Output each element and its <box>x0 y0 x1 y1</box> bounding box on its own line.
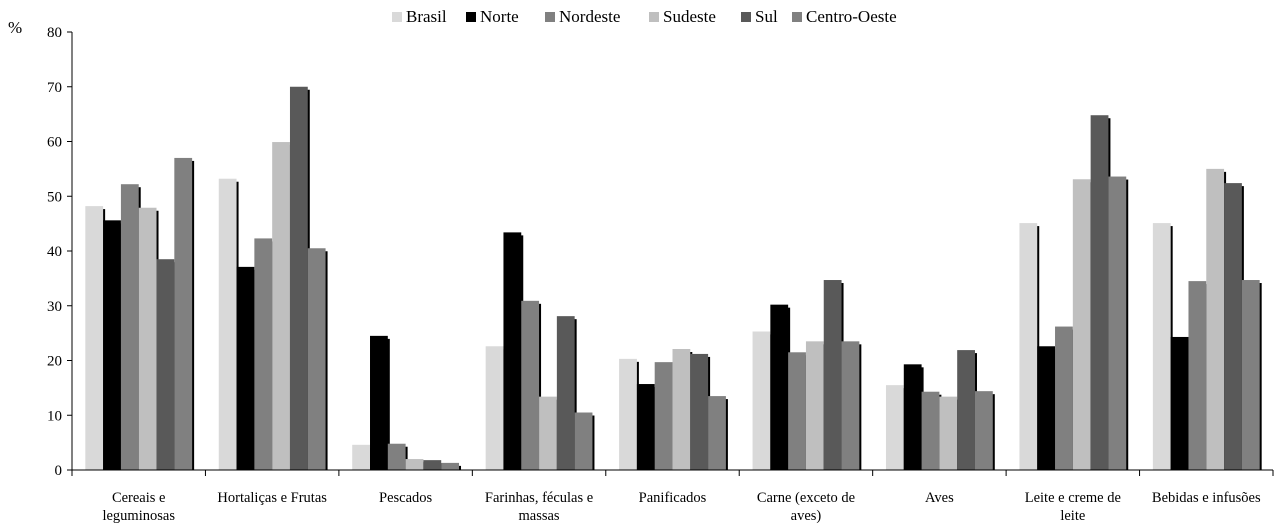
bar-sudeste-8 <box>1206 168 1225 470</box>
bar-nordeste-7 <box>1055 326 1073 470</box>
legend-swatch <box>792 12 802 22</box>
bar-sul-4 <box>690 353 709 470</box>
bar-norte-5 <box>770 304 789 470</box>
bar-nordeste-6 <box>921 391 940 470</box>
y-axis-unit: % <box>8 18 22 37</box>
bar-centro-oeste-7 <box>1108 176 1127 471</box>
y-tick-label: 0 <box>55 463 63 479</box>
bar-sul-7 <box>1090 115 1109 470</box>
legend-swatch <box>649 12 659 22</box>
bar-norte-0 <box>103 220 121 470</box>
legend-label: Centro-Oeste <box>806 7 897 26</box>
bar-nordeste-0 <box>120 184 139 470</box>
y-tick-label: 40 <box>47 244 62 260</box>
bar-nordeste-5 <box>788 352 806 470</box>
bar-nordeste-4 <box>654 362 673 470</box>
bar-sudeste-0 <box>138 207 157 470</box>
bar-brasil-6 <box>885 385 904 470</box>
bar-sudeste-1 <box>272 142 290 471</box>
chart-legend: Brasil Norte Nordeste Sudeste Sul Centro-Oest… <box>392 7 897 26</box>
legend-label: Sul <box>755 7 778 26</box>
bar-brasil-3 <box>485 346 504 470</box>
legend-swatch <box>741 12 751 22</box>
bar-norte-2 <box>370 335 388 470</box>
axes <box>71 32 1274 476</box>
bar-centro-oeste-8 <box>1241 280 1260 470</box>
category-label: Panificados <box>639 490 707 506</box>
bar-nordeste-3 <box>521 300 540 470</box>
bar-sudeste-2 <box>405 459 424 470</box>
bar-centro-oeste-1 <box>307 248 326 470</box>
legend-label: Sudeste <box>663 7 716 26</box>
category-label: leguminosas <box>102 508 175 524</box>
legend-swatch <box>545 12 555 22</box>
y-tick-label: 80 <box>47 25 62 41</box>
bar-sul-1 <box>289 86 308 470</box>
category-label: Aves <box>925 490 954 506</box>
bar-sudeste-7 <box>1072 179 1091 470</box>
category-label: aves) <box>791 508 822 524</box>
bar-brasil-7 <box>1019 223 1038 470</box>
category-label: Farinhas, féculas e <box>485 490 593 506</box>
category-label: Pescados <box>379 490 433 506</box>
bar-brasil-4 <box>619 358 637 470</box>
bar-norte-6 <box>903 364 922 470</box>
legend-swatch <box>392 12 402 22</box>
bar-norte-3 <box>503 232 522 470</box>
bar-centro-oeste-0 <box>174 157 193 471</box>
bar-brasil-5 <box>752 331 771 470</box>
bar-brasil-8 <box>1152 223 1171 470</box>
bar-norte-8 <box>1170 336 1189 470</box>
y-tick-label: 60 <box>47 135 62 151</box>
category-label: Cereais e <box>112 490 166 506</box>
bar-centro-oeste-2 <box>441 462 460 470</box>
bar-norte-7 <box>1037 346 1056 470</box>
bar-centro-oeste-3 <box>574 412 593 470</box>
category-label: Bebidas e infusões <box>1152 490 1261 506</box>
bar-sul-3 <box>556 316 575 470</box>
bar-brasil-2 <box>352 444 371 470</box>
bar-brasil-1 <box>218 178 237 471</box>
bar-sul-5 <box>823 280 842 470</box>
bar-sul-6 <box>957 350 975 470</box>
y-tick-label: 50 <box>47 189 62 205</box>
bar-centro-oeste-5 <box>841 341 860 470</box>
legend-label: Norte <box>480 7 519 26</box>
bar-norte-1 <box>236 266 255 470</box>
bar-brasil-0 <box>85 206 104 471</box>
legend-label: Nordeste <box>559 7 620 26</box>
bar-nordeste-2 <box>387 443 406 470</box>
bars <box>85 86 1262 471</box>
category-label: Carne (exceto de <box>757 490 855 506</box>
y-tick-label: 10 <box>47 408 62 424</box>
y-tick-label: 20 <box>47 354 62 370</box>
bar-sudeste-6 <box>939 396 958 470</box>
bar-sul-8 <box>1224 183 1242 471</box>
bar-centro-oeste-4 <box>708 396 726 470</box>
x-axis-category-labels: Cereais e leguminosas Hortaliças e Frutas P… <box>102 490 1261 524</box>
bar-sudeste-5 <box>805 341 824 470</box>
legend-label: Brasil <box>406 7 447 26</box>
category-label: leite <box>1060 508 1085 524</box>
category-label: Leite e creme de <box>1025 490 1121 506</box>
bar-nordeste-1 <box>254 238 273 470</box>
bar-norte-4 <box>636 384 655 470</box>
y-axis-ticks: 0 10 20 30 40 50 60 70 80 <box>47 25 72 479</box>
y-tick-label: 70 <box>47 80 62 96</box>
bar-centro-oeste-6 <box>974 391 993 470</box>
bar-sul-0 <box>156 259 175 470</box>
bar-sudeste-3 <box>539 396 557 470</box>
bar-nordeste-8 <box>1188 281 1207 470</box>
category-label: massas <box>519 508 560 524</box>
bar-sudeste-4 <box>672 349 691 470</box>
y-tick-label: 30 <box>47 299 62 315</box>
bar-sul-2 <box>423 460 442 470</box>
legend-swatch <box>466 12 476 22</box>
category-label: Hortaliças e Frutas <box>217 490 327 506</box>
